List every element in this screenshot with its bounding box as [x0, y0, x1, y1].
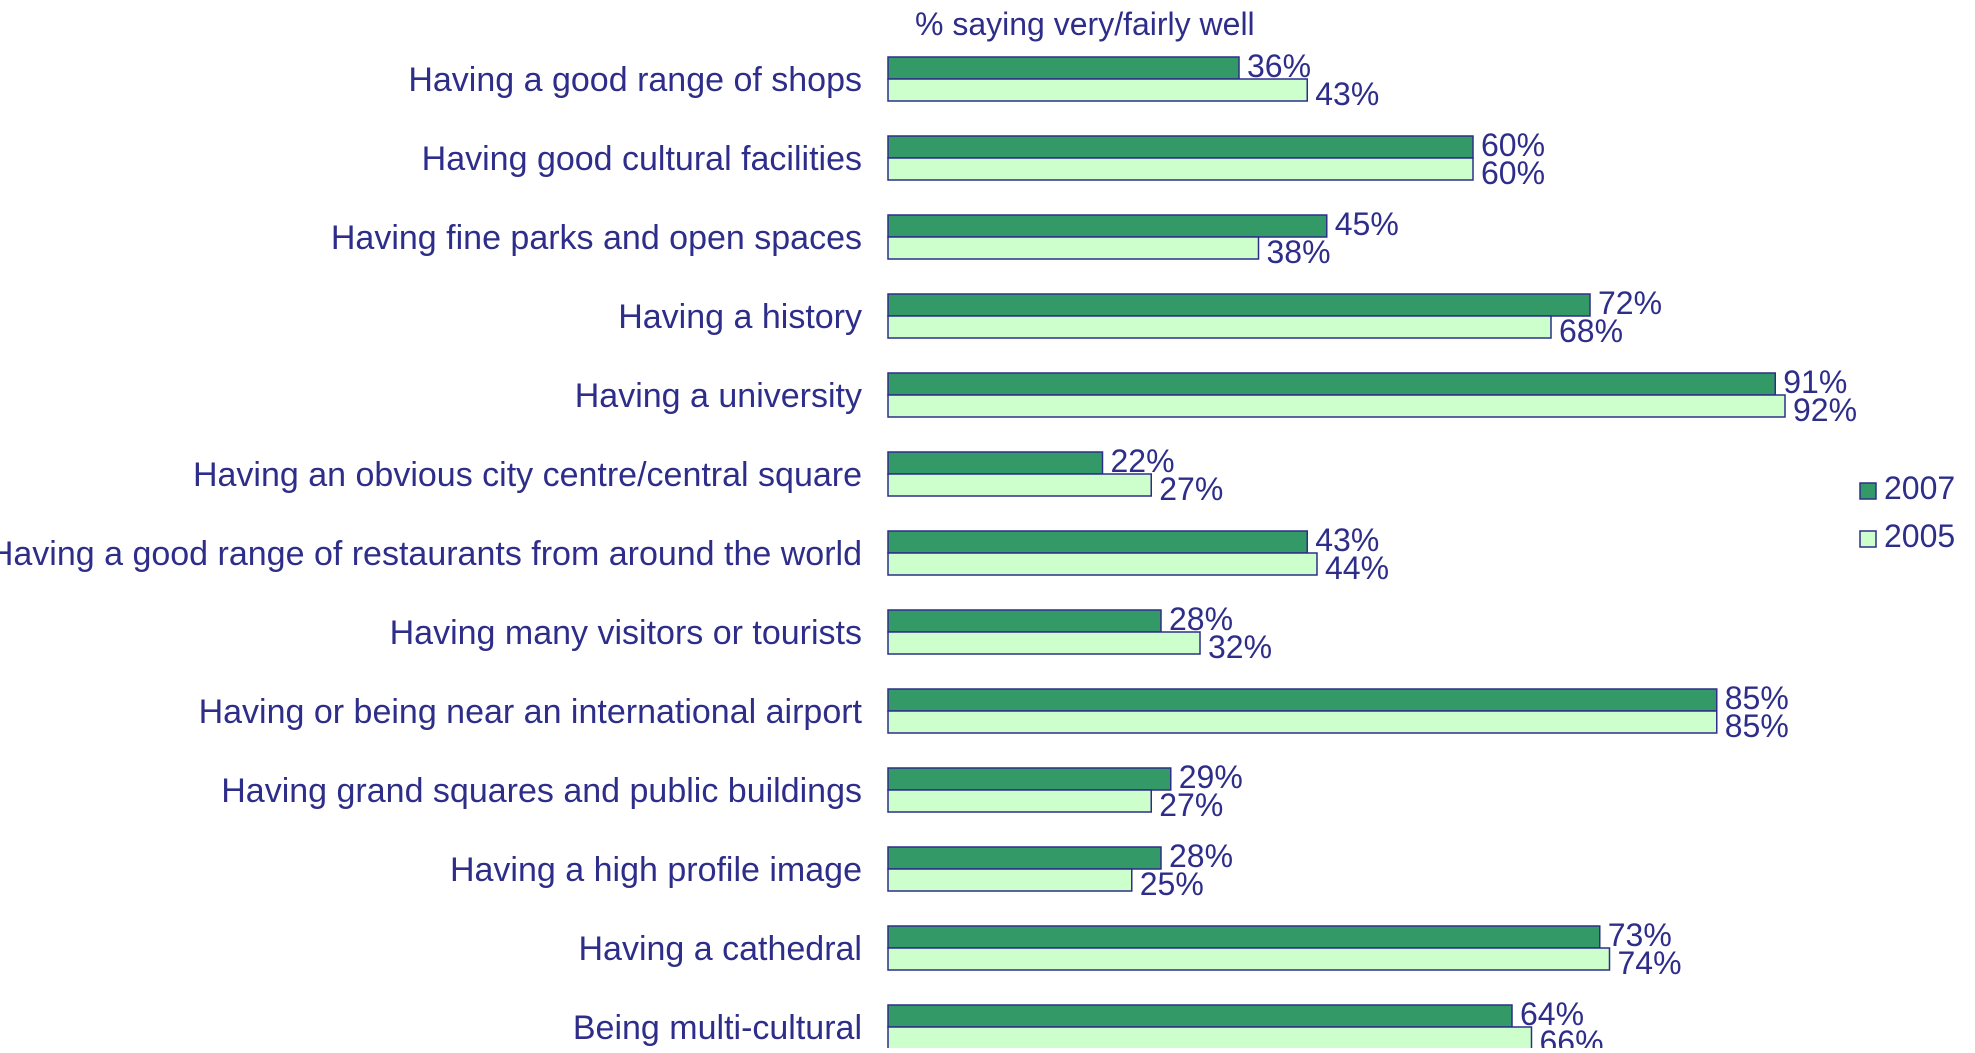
- value-label-2007: 64%: [1520, 996, 1584, 1032]
- bar-2007: [887, 56, 1240, 80]
- bar-2007: [887, 767, 1172, 791]
- value-label-2007: 72%: [1598, 285, 1662, 321]
- bar-2005: [887, 710, 1718, 734]
- value-label-2005: 43%: [1315, 76, 1379, 112]
- value-label-2005: 68%: [1559, 313, 1623, 349]
- bar-2005: [887, 157, 1474, 181]
- value-label-2007: 29%: [1179, 759, 1243, 795]
- legend-swatch-2005: [1859, 530, 1877, 548]
- category-label: Having fine parks and open spaces: [331, 219, 862, 257]
- category-label: Having many visitors or tourists: [390, 614, 862, 652]
- value-label-2005: 44%: [1325, 550, 1389, 586]
- value-label-2007: 28%: [1169, 838, 1233, 874]
- value-label-2007: 60%: [1481, 127, 1545, 163]
- category-label: Having a cathedral: [578, 930, 862, 968]
- category-label: Having a good range of shops: [408, 61, 862, 99]
- value-label-2007: 91%: [1783, 364, 1847, 400]
- bar-2005: [887, 552, 1318, 576]
- value-label-2005: 60%: [1481, 155, 1545, 191]
- bar-2007: [887, 293, 1591, 317]
- bar-2005: [887, 315, 1552, 339]
- bar-2007: [887, 135, 1474, 159]
- legend: 2007 2005: [1859, 470, 1955, 554]
- category-labels: Having a good range of shops Having good …: [0, 61, 863, 1047]
- value-label-2005: 27%: [1159, 787, 1223, 823]
- bar-2005: [887, 868, 1133, 892]
- bar-2005: [887, 1026, 1533, 1050]
- bar-2005: [887, 236, 1260, 260]
- legend-label-2007: 2007: [1884, 470, 1955, 506]
- value-label-2007: 43%: [1315, 522, 1379, 558]
- bar-2007: [887, 609, 1162, 633]
- value-label-2007: 22%: [1111, 443, 1175, 479]
- value-label-2005: 38%: [1267, 234, 1331, 270]
- value-labels: 36%43%60%60%45%38%72%68%91%92%22%27%43%4…: [1111, 48, 1858, 1053]
- category-label: Having good cultural facilities: [422, 140, 862, 178]
- bar-2007: [887, 688, 1718, 712]
- category-label: Having a history: [618, 298, 862, 336]
- bar-2007: [887, 925, 1601, 949]
- bar-2007: [887, 846, 1162, 870]
- category-label: Being multi-cultural: [573, 1009, 862, 1047]
- value-label-2007: 36%: [1247, 48, 1311, 84]
- legend-label-2005: 2005: [1884, 518, 1955, 554]
- category-label: Having or being near an international ai…: [199, 693, 863, 731]
- chart-subtitle: % saying very/fairly well: [915, 6, 1255, 42]
- bar-2007: [887, 1004, 1513, 1028]
- value-label-2007: 28%: [1169, 601, 1233, 637]
- category-label: Having grand squares and public building…: [221, 772, 862, 810]
- category-label: Having a university: [575, 377, 862, 415]
- bar-2007: [887, 451, 1104, 475]
- bar-2005: [887, 78, 1308, 102]
- category-label: Having a high profile image: [450, 851, 862, 889]
- category-label: Having a good range of restaurants from …: [0, 535, 862, 573]
- value-label-2005: 25%: [1140, 866, 1204, 902]
- value-label-2005: 27%: [1159, 471, 1223, 507]
- value-label-2007: 73%: [1608, 917, 1672, 953]
- bar-2007: [887, 372, 1776, 396]
- bar-2007: [887, 214, 1328, 238]
- bar-2007: [887, 530, 1308, 554]
- bar-2005: [887, 631, 1201, 655]
- value-label-2005: 85%: [1725, 708, 1789, 744]
- bar-2005: [887, 473, 1152, 497]
- bar-2005: [887, 394, 1786, 418]
- value-label-2007: 45%: [1335, 206, 1399, 242]
- value-label-2005: 92%: [1793, 392, 1857, 428]
- value-label-2005: 66%: [1540, 1024, 1604, 1048]
- legend-swatch-2007: [1859, 482, 1877, 500]
- bar-2005: [887, 789, 1152, 813]
- value-label-2007: 85%: [1725, 680, 1789, 716]
- value-label-2005: 32%: [1208, 629, 1272, 665]
- category-label: Having an obvious city centre/central sq…: [193, 456, 862, 494]
- bar-2005: [887, 947, 1611, 971]
- bars-layer: [887, 56, 1786, 1050]
- value-label-2005: 74%: [1618, 945, 1682, 981]
